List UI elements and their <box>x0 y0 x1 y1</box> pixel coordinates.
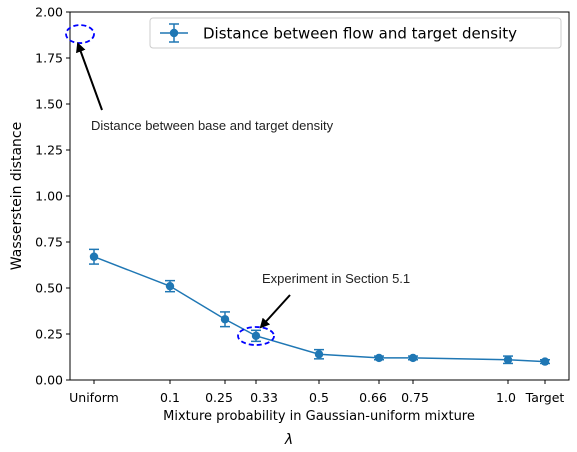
x-tick-label: 0.66 <box>359 390 387 405</box>
y-tick-label: 0.75 <box>35 235 63 250</box>
y-axis-label: Wasserstein distance <box>9 122 25 270</box>
y-tick-label: 0.50 <box>35 281 63 296</box>
y-tick-label: 1.25 <box>35 143 63 158</box>
data-point <box>540 357 550 366</box>
x-axis-label: Mixture probability in Gaussian-uniform … <box>163 409 475 424</box>
y-tick-label: 1.00 <box>35 189 63 204</box>
annotation-arrow-base <box>76 42 103 111</box>
x-axis-label-lambda: λ <box>284 432 293 448</box>
data-point <box>408 353 418 363</box>
x-tick-label: Target <box>525 390 565 405</box>
x-tick-label: 0.5 <box>309 390 329 405</box>
y-tick-label: 0.00 <box>35 373 63 388</box>
data-point <box>165 281 175 291</box>
data-point <box>89 252 99 261</box>
data-point <box>314 350 324 359</box>
x-tick-label: 0.1 <box>160 390 180 405</box>
data-point <box>251 331 261 341</box>
data-point <box>503 355 513 364</box>
annotation-experiment: Experiment in Section 5.1 <box>262 271 410 286</box>
x-tick-label: 0.75 <box>401 390 429 405</box>
y-tick-label: 1.75 <box>35 51 63 66</box>
plot-frame <box>69 11 570 381</box>
highlight-ellipse-experiment <box>237 326 275 346</box>
x-tick-label: 1.0 <box>496 390 516 405</box>
legend-label: Distance between flow and target density <box>203 25 517 43</box>
data-point <box>374 353 384 363</box>
x-tick-label: 0.25 <box>205 390 233 405</box>
y-tick-label: 1.50 <box>35 97 63 112</box>
y-tick-label: 2.00 <box>35 5 63 20</box>
legend-marker <box>169 28 179 38</box>
y-tick-label: 0.25 <box>35 327 63 342</box>
x-tick-label: Uniform <box>69 390 119 405</box>
annotation-arrow-experiment <box>259 294 291 329</box>
x-tick-label: 0.33 <box>250 390 278 405</box>
annotation-base-target: Distance between base and target density <box>91 118 334 133</box>
legend-box <box>149 17 562 49</box>
data-point <box>220 315 230 324</box>
